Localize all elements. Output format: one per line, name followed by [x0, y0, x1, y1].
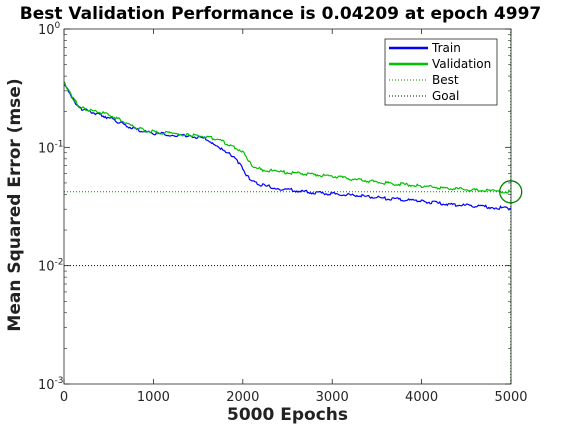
x-tick-label: 4000: [405, 390, 438, 405]
series-line-validation: [63, 81, 512, 194]
y-tick-label: 100: [38, 21, 61, 38]
y-tick-label: 10-2: [38, 258, 64, 275]
legend-box: [384, 38, 498, 106]
legend-label-best: Best: [432, 73, 459, 87]
x-axis-label: 5000 Epochs: [227, 405, 348, 425]
x-tick-label: 3000: [316, 390, 349, 405]
y-tick-label: 10-1: [38, 139, 64, 156]
x-tick-label: 5000: [494, 390, 527, 405]
x-tick-label: 0: [60, 390, 68, 405]
x-tick-label: 2000: [226, 390, 259, 405]
legend-label-train: Train: [431, 41, 461, 55]
chart-title: Best Validation Performance is 0.04209 a…: [19, 4, 542, 24]
axes-box: [63, 28, 512, 385]
y-tick-label: 10-3: [38, 376, 64, 393]
legend-label-validation: Validation: [432, 57, 491, 71]
y-axis-label: Mean Squared Error (mse): [5, 78, 25, 332]
x-tick-label: 1000: [137, 390, 170, 405]
legend-label-goal: Goal: [432, 89, 459, 103]
series-line-train: [63, 84, 512, 211]
legend: Train Validation Best Goal: [384, 38, 498, 106]
